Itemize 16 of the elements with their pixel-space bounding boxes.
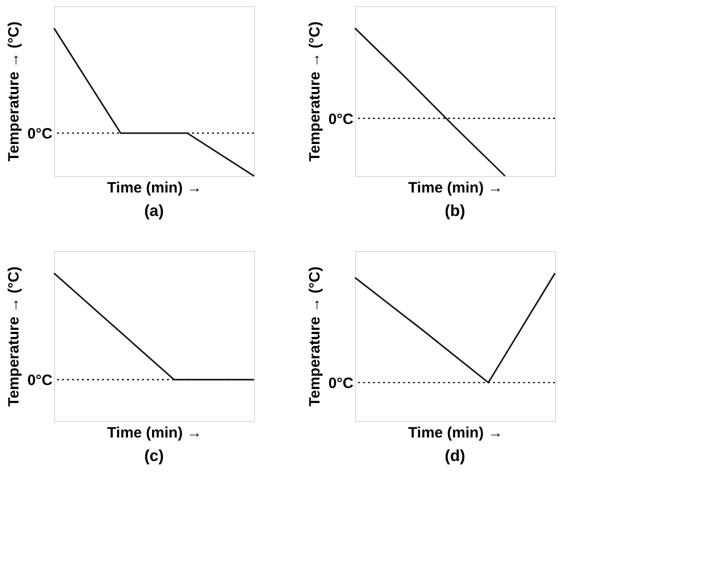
text: (a) xyxy=(144,203,164,220)
y-axis-title: Temperature → (°C) xyxy=(5,266,22,406)
y-axis-title: Temperature → (°C) xyxy=(306,266,324,406)
x-axis-title: Time (min) → xyxy=(408,180,503,196)
x-axis-title: Time (min) → xyxy=(107,180,202,196)
ref-line-label: 0°C xyxy=(27,126,53,143)
ref-line-label: 0°C xyxy=(27,372,53,390)
text: (b) xyxy=(444,203,466,220)
ref-line-label: 0°C xyxy=(328,375,354,392)
y-axis-title: Temperature → (°C) xyxy=(5,22,22,162)
x-axis-title: Time (min) → xyxy=(408,424,503,442)
ref-line-label: 0°C xyxy=(328,110,354,128)
text: (c) xyxy=(144,448,164,465)
x-axis-title: Time (min) → xyxy=(107,424,202,442)
text: (d) xyxy=(444,448,466,465)
y-axis-title: Temperature → (°C) xyxy=(306,22,324,162)
